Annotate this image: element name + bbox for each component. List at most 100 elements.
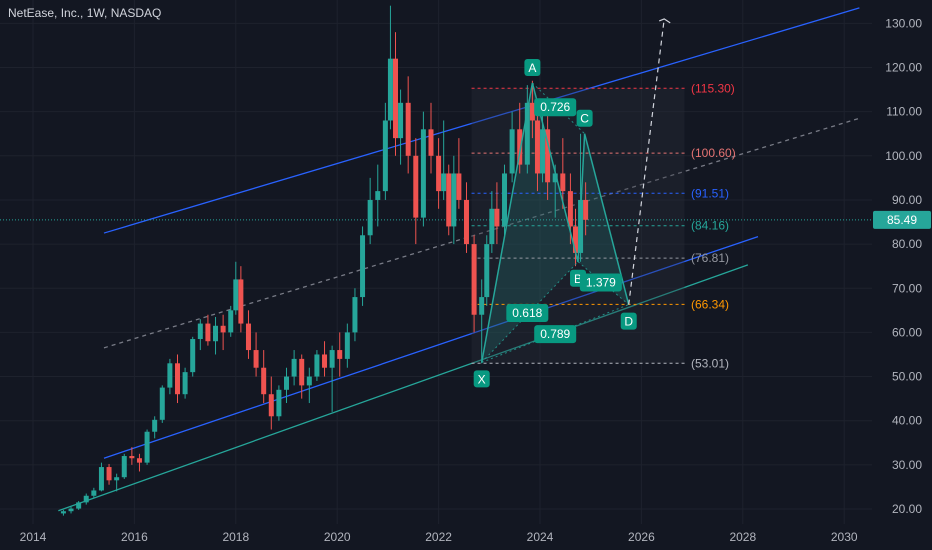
ratio-label: 0.789 [540,327,570,341]
candle-body [91,490,97,496]
point-label-a: A [528,61,536,75]
y-tick-label: 80.00 [892,237,922,251]
candle-body [471,244,477,315]
point-label-x: X [478,372,486,386]
ratio-badge [506,303,549,322]
candle-body [451,173,457,227]
candle-body [560,173,566,192]
candle-body [291,358,297,377]
y-tick-label: 130.00 [885,16,922,30]
point-badge-c [576,109,593,127]
ratio-label: 0.726 [540,100,570,114]
candle-body [129,456,135,459]
candle-body [190,339,196,373]
x-tick-label: 2016 [121,530,148,544]
x-tick-label: 2020 [324,530,351,544]
candle-body [306,376,312,386]
candle-body [382,120,388,192]
candle-body [420,129,426,218]
candle-body [489,208,495,245]
candle-body [68,508,74,512]
candle-body [479,297,485,315]
x-tick-label: 2028 [729,530,756,544]
candle-body [314,354,320,377]
candle-body [268,394,274,417]
candle-body [220,325,226,333]
chart-title: NetEase, Inc., 1W, NASDAQ [8,6,162,20]
channel-support [58,264,749,512]
candle-body [572,226,578,253]
fib-level-label: (91.51) [691,186,729,200]
candle-body [197,323,203,340]
y-tick-label: 120.00 [885,61,922,75]
candle-body [509,129,515,174]
grid [0,0,872,524]
candle-body [517,129,523,165]
projection-line [628,18,665,305]
x-tick-label: 2026 [628,530,655,544]
candle-body [121,456,127,478]
trend-channels [58,7,860,512]
pattern-ratio-line [577,261,630,305]
point-badge-d [620,312,637,330]
channel-lower [103,235,759,459]
candle-body [398,102,404,139]
candle-body [337,350,343,359]
candle-body [352,297,358,333]
candle-body [567,191,573,227]
fib-levels: (115.30) (100.60) (91.51) (84.16) (76.81) (66… [0,81,872,370]
pattern-xab-fill [481,82,579,363]
projection-arrowhead [658,18,671,24]
pattern-ratio-line [481,261,579,363]
candle-body [428,129,434,156]
y-tick-label: 60.00 [892,325,922,339]
candle-body [456,173,462,200]
candle-body [238,279,244,324]
candle-body [387,58,393,121]
x-tick-label: 2024 [527,530,554,544]
candle-body [552,173,558,183]
candle-body [98,467,104,491]
candle-body [76,502,82,509]
candle-body [441,173,447,192]
pattern-ratio-line [481,304,629,363]
candle-body [261,367,267,395]
candle-body [182,372,188,395]
y-tick-label: 40.00 [892,414,922,428]
candle-body [245,323,251,351]
y-tick-label: 30.00 [892,458,922,472]
candle-body [114,477,120,481]
candle-body [484,244,490,298]
x-tick-label: 2014 [20,530,47,544]
y-tick-label: 100.00 [885,149,922,163]
candle-body [228,310,234,333]
y-tick-label: 70.00 [892,281,922,295]
candles [60,5,589,516]
fib-level-label: (53.01) [691,356,729,370]
candle-body [360,235,366,298]
pattern-leg [577,133,586,262]
candle-body [144,431,150,463]
pattern-bcd-fill [578,133,629,305]
candle-body [583,199,589,220]
candle-body [136,458,142,463]
candle-body [159,387,165,420]
candle-body [405,102,411,156]
fib-level-label: (76.81) [691,251,729,265]
ratio-badge [579,273,622,292]
x-tick-label: 2018 [222,530,249,544]
fib-level-label: (66.34) [691,297,729,311]
ratio-label: 0.618 [512,306,542,320]
current-price-label: 85.49 [887,213,917,227]
candle-body [213,325,219,342]
candle-body [60,511,66,514]
ratio-badge [534,325,577,344]
candle-body [299,358,305,386]
candle-body [502,173,508,227]
candle-body [540,129,546,174]
y-tick-label: 90.00 [892,193,922,207]
x-tick-label: 2030 [831,530,858,544]
candle-body [233,279,239,311]
ratio-badge [534,98,577,117]
